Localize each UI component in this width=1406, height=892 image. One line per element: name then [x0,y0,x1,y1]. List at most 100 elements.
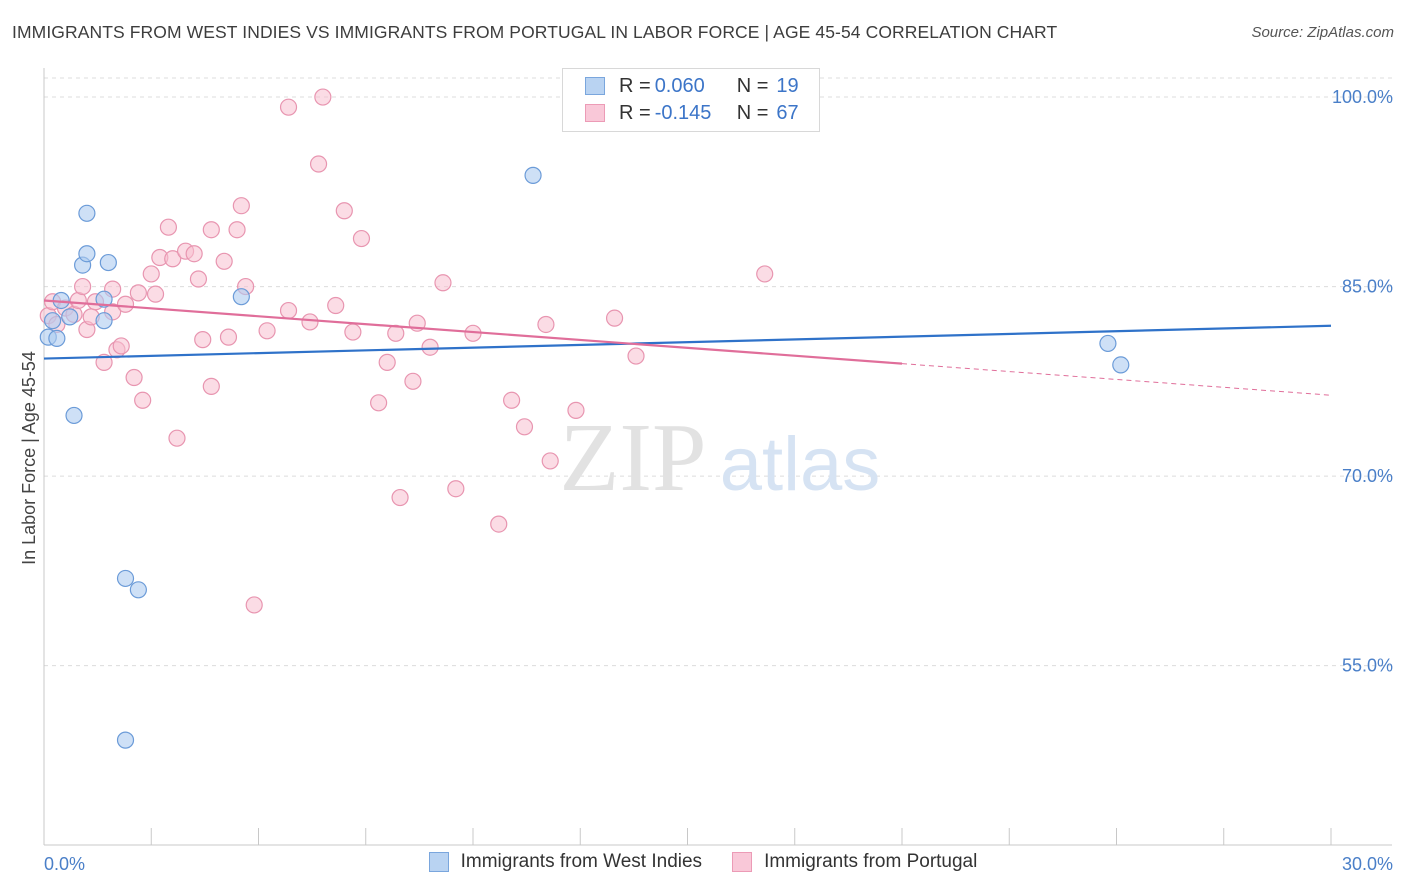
legend-item-portugal[interactable]: Immigrants from Portugal [732,851,977,873]
watermark-atlas: atlas [720,422,881,507]
point-west-indies [78,245,96,263]
point-portugal [245,596,263,614]
trend-line-portugal [43,299,903,365]
point-portugal [301,313,319,331]
legend-n-value: 19 [776,74,799,97]
series-legend: Immigrants from West Indies Immigrants f… [0,851,1406,873]
point-portugal [314,88,332,106]
legend-item-west-indies[interactable]: Immigrants from West Indies [428,851,703,873]
chart-title: IMMIGRANTS FROM WEST INDIES VS IMMIGRANT… [12,22,1058,42]
point-portugal [185,245,203,263]
y-tick-label: 55.0% [1342,656,1393,676]
point-portugal [756,265,774,283]
legend-row-west-indies: R = 0.060 N = 19 [585,73,799,99]
point-west-indies [61,308,79,326]
point-west-indies [95,290,113,308]
legend-n-label: N = [736,74,769,97]
legend-n-label: N = [736,101,769,124]
legend-row-portugal: R = -0.145 N = 67 [585,100,799,126]
y-tick-label: 85.0% [1342,277,1393,297]
y-tick-label: 70.0% [1342,466,1393,486]
axes [43,68,1392,846]
x-tick-label: 0.0% [44,854,85,874]
point-west-indies [232,288,250,306]
point-west-indies [65,406,83,425]
point-portugal [112,337,130,355]
point-portugal [168,429,186,447]
legend-swatch-west-indies [585,77,605,95]
point-portugal [202,377,220,395]
point-portugal [421,338,439,356]
y-axis-title: In Labor Force | Age 45-54 [19,351,39,565]
point-portugal [391,488,409,507]
point-west-indies [1099,334,1117,353]
point-portugal [447,480,465,498]
point-portugal [515,418,534,436]
trend-line-west-indies [43,324,1332,360]
x-tick-label: 30.0% [1342,854,1393,874]
point-west-indies [78,204,96,222]
legend-r-value: 0.060 [654,74,705,97]
point-portugal [194,331,212,349]
point-portugal [605,309,624,327]
point-portugal [378,353,396,371]
point-portugal [370,394,388,412]
correlation-legend: R = 0.060 N = 19 R = -0.145 N = 67 [562,68,820,132]
point-portugal [125,368,143,387]
legend-r-label: R = [619,101,651,124]
point-portugal [142,265,160,283]
point-portugal [567,401,585,419]
point-west-indies [48,329,66,347]
point-portugal [159,218,178,236]
legend-swatch-portugal [732,852,753,872]
point-portugal [503,391,521,409]
point-portugal [232,197,250,215]
point-portugal [344,323,362,341]
legend-n-value: 67 [776,101,799,124]
point-west-indies [99,253,117,272]
point-portugal [327,296,345,315]
legend-label-portugal: Immigrants from Portugal [764,851,978,872]
y-tick-labels: 100.0% 85.0% 70.0% 55.0% [1332,87,1393,676]
point-portugal [215,252,233,270]
source-credit: Source: ZipAtlas.com [1251,24,1394,41]
point-west-indies [116,569,135,588]
point-portugal [146,285,165,303]
point-west-indies [129,581,147,599]
point-west-indies [43,312,62,330]
point-portugal [202,221,220,239]
point-portugal [129,284,147,302]
point-portugal [541,452,559,470]
point-portugal [279,301,298,320]
point-portugal [95,353,113,371]
point-portugal [189,270,208,288]
point-west-indies [95,312,113,330]
legend-r-value: -0.145 [654,101,712,124]
watermark: ZIP atlas [560,404,881,512]
point-portugal [490,515,508,533]
point-portugal [116,295,135,313]
point-west-indies [116,731,135,749]
series-portugal-points [39,88,774,614]
point-portugal [627,347,645,365]
x-tick-marks [43,828,1332,845]
point-portugal [134,391,152,409]
point-portugal [537,315,555,334]
point-portugal [219,328,238,346]
legend-label-west-indies: Immigrants from West Indies [460,851,703,872]
point-portugal [434,274,452,292]
point-portugal [258,322,276,340]
legend-r-label: R = [619,74,651,97]
point-portugal [228,221,246,239]
grid-lines [44,77,1392,667]
watermark-zip: ZIP [560,404,707,512]
series-west-indies-points [39,166,1130,749]
trend-lines [43,299,1332,396]
point-portugal [164,250,182,268]
y-tick-label: 100.0% [1332,87,1393,107]
point-portugal [404,372,422,390]
point-portugal [279,98,298,116]
point-west-indies [1112,356,1130,374]
point-portugal [74,277,92,296]
